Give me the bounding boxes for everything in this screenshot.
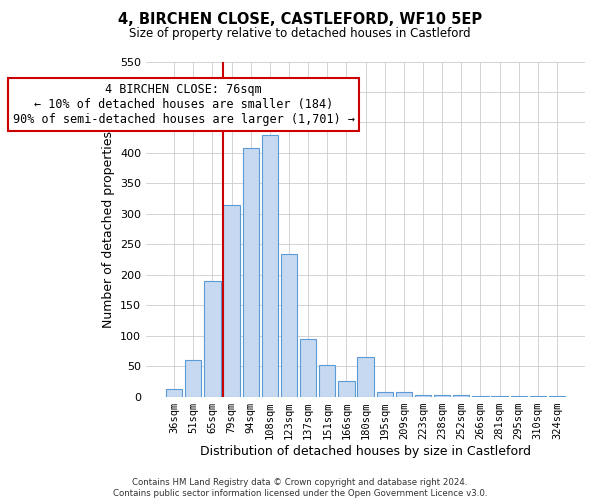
Bar: [434, 395, 450, 396]
X-axis label: Distribution of detached houses by size in Castleford: Distribution of detached houses by size …: [200, 444, 531, 458]
Text: 4, BIRCHEN CLOSE, CASTLEFORD, WF10 5EP: 4, BIRCHEN CLOSE, CASTLEFORD, WF10 5EP: [118, 12, 482, 28]
Bar: [166, 388, 182, 396]
Bar: [205, 281, 221, 396]
Bar: [223, 204, 240, 396]
Bar: [281, 254, 297, 396]
Bar: [377, 392, 393, 396]
Text: Contains HM Land Registry data © Crown copyright and database right 2024.
Contai: Contains HM Land Registry data © Crown c…: [113, 478, 487, 498]
Bar: [300, 338, 316, 396]
Y-axis label: Number of detached properties: Number of detached properties: [101, 130, 115, 328]
Bar: [395, 392, 412, 396]
Text: Size of property relative to detached houses in Castleford: Size of property relative to detached ho…: [129, 28, 471, 40]
Text: 4 BIRCHEN CLOSE: 76sqm
← 10% of detached houses are smaller (184)
90% of semi-de: 4 BIRCHEN CLOSE: 76sqm ← 10% of detached…: [13, 83, 355, 126]
Bar: [185, 360, 202, 397]
Bar: [319, 365, 335, 396]
Bar: [262, 134, 278, 396]
Bar: [358, 357, 374, 397]
Bar: [242, 148, 259, 396]
Bar: [338, 382, 355, 396]
